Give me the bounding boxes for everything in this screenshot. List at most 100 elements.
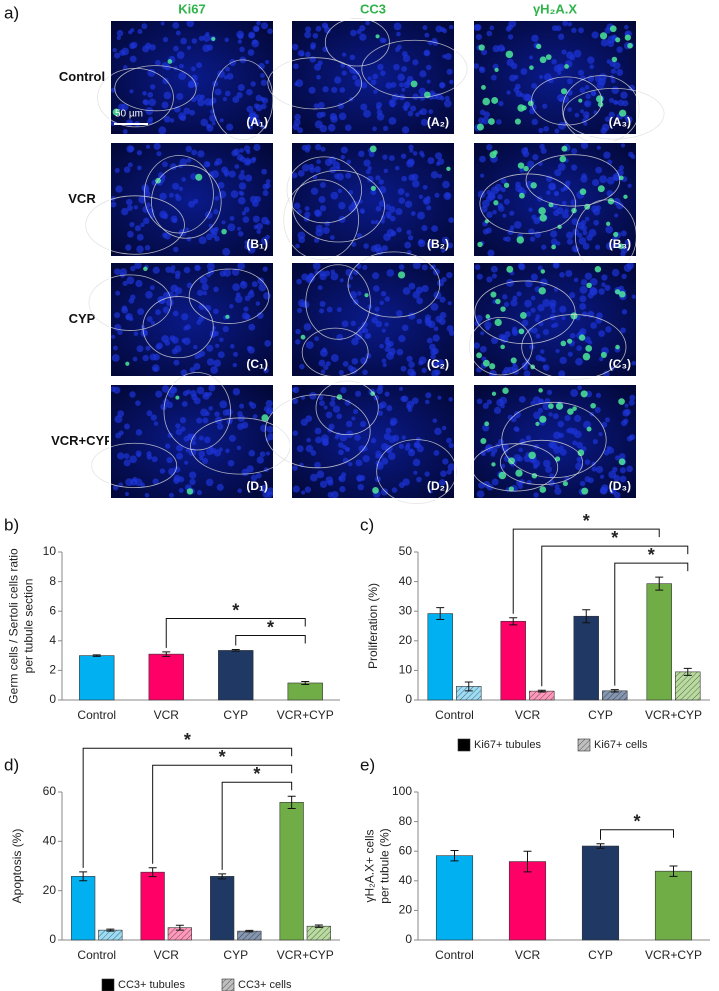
nucleus <box>531 34 539 43</box>
nucleus <box>549 183 556 191</box>
nucleus <box>426 195 431 201</box>
nucleus <box>256 312 264 319</box>
nucleus <box>485 227 492 234</box>
nucleus <box>626 465 633 473</box>
significance-bracket <box>614 562 689 686</box>
nucleus <box>555 348 560 354</box>
nucleus <box>498 100 504 107</box>
nucleus <box>433 326 439 332</box>
nucleus <box>310 450 317 456</box>
nucleus <box>389 420 396 427</box>
nucleus <box>620 143 626 148</box>
nucleus <box>181 401 188 407</box>
nucleus <box>183 107 191 115</box>
stained-cell <box>112 108 120 116</box>
nucleus <box>219 337 224 342</box>
nucleus <box>176 51 185 60</box>
nucleus <box>249 289 254 294</box>
y-tick-label: 8 <box>49 574 56 588</box>
nucleus <box>596 312 603 320</box>
nucleus <box>312 32 319 39</box>
nucleus <box>244 314 251 320</box>
nucleus <box>318 196 326 204</box>
nucleus <box>601 274 608 281</box>
stained-cell <box>515 469 523 477</box>
nucleus <box>539 143 545 150</box>
y-tick-label: 40 <box>43 834 57 848</box>
nucleus <box>365 352 372 359</box>
nucleus <box>295 328 301 335</box>
nucleus <box>479 66 486 74</box>
nucleus <box>135 279 143 288</box>
nucleus <box>261 97 269 104</box>
nucleus <box>175 428 183 436</box>
nucleus <box>614 213 619 218</box>
nucleus <box>567 107 572 112</box>
nucleus <box>481 117 490 125</box>
nucleus <box>383 125 389 132</box>
nucleus <box>506 278 514 287</box>
y-tick-label: 0 <box>49 932 56 946</box>
nucleus <box>244 295 251 302</box>
nucleus <box>520 68 528 75</box>
nucleus <box>552 413 559 420</box>
nucleus <box>561 49 567 55</box>
nucleus <box>629 435 634 440</box>
nucleus <box>262 183 269 190</box>
stained-cell <box>539 415 547 423</box>
nucleus <box>594 406 601 414</box>
bar <box>646 583 672 701</box>
stained-cell <box>530 182 537 189</box>
stained-cell <box>615 344 620 350</box>
nucleus <box>246 345 253 351</box>
nucleus <box>237 83 245 91</box>
nucleus <box>334 76 342 84</box>
legend-label: CC3+ tubules <box>118 979 185 991</box>
stained-cell <box>211 36 216 42</box>
nucleus <box>114 52 121 59</box>
nucleus <box>265 220 271 226</box>
nucleus <box>239 403 245 409</box>
stained-cell <box>494 318 502 327</box>
nucleus <box>242 216 250 223</box>
bar-hatch <box>529 691 555 700</box>
nucleus <box>522 93 531 102</box>
nucleus <box>499 396 508 405</box>
nucleus <box>425 399 430 405</box>
nucleus <box>239 281 248 289</box>
nucleus <box>406 75 414 83</box>
stained-cell <box>370 391 375 396</box>
nucleus <box>179 63 184 69</box>
nucleus <box>112 47 117 53</box>
micrograph <box>91 372 291 500</box>
stained-cell <box>607 198 615 205</box>
nucleus <box>304 486 312 493</box>
nucleus <box>448 442 454 449</box>
nucleus <box>185 227 190 232</box>
micrograph <box>471 383 638 500</box>
nucleus <box>267 487 275 495</box>
nucleus <box>441 425 447 431</box>
nucleus <box>384 204 391 211</box>
nucleus <box>572 440 578 446</box>
y-tick-label: 2 <box>49 663 56 677</box>
nucleus <box>584 84 590 90</box>
nucleus <box>224 37 229 43</box>
nucleus <box>434 427 442 436</box>
nucleus <box>426 64 432 71</box>
nucleus <box>429 265 435 270</box>
stained-cell <box>490 291 497 298</box>
stained-cell <box>559 155 567 163</box>
nucleus <box>363 243 369 249</box>
nucleus <box>412 261 421 270</box>
stained-cell <box>508 486 515 492</box>
x-tick-label: VCR+CYP <box>645 708 702 722</box>
stained-cell <box>611 56 618 63</box>
nucleus <box>370 437 377 444</box>
significance-bracket <box>235 635 306 646</box>
y-axis-label: γH₂A.X+ cells <box>363 829 377 902</box>
nucleus <box>262 266 268 272</box>
nucleus <box>190 173 197 180</box>
panel-label: (C₃) <box>609 357 631 371</box>
nucleus <box>176 92 184 100</box>
